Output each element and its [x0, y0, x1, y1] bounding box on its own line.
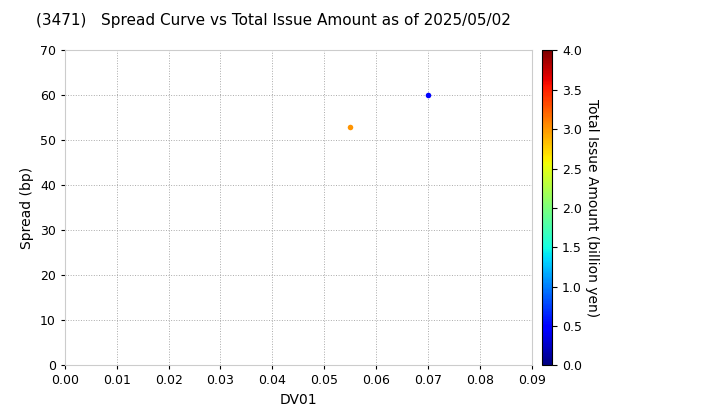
X-axis label: DV01: DV01	[279, 393, 317, 407]
Y-axis label: Total Issue Amount (billion yen): Total Issue Amount (billion yen)	[585, 99, 598, 317]
Point	[422, 92, 433, 99]
Point	[344, 123, 356, 130]
Y-axis label: Spread (bp): Spread (bp)	[20, 167, 35, 249]
Text: (3471)   Spread Curve vs Total Issue Amount as of 2025/05/02: (3471) Spread Curve vs Total Issue Amoun…	[36, 13, 511, 28]
